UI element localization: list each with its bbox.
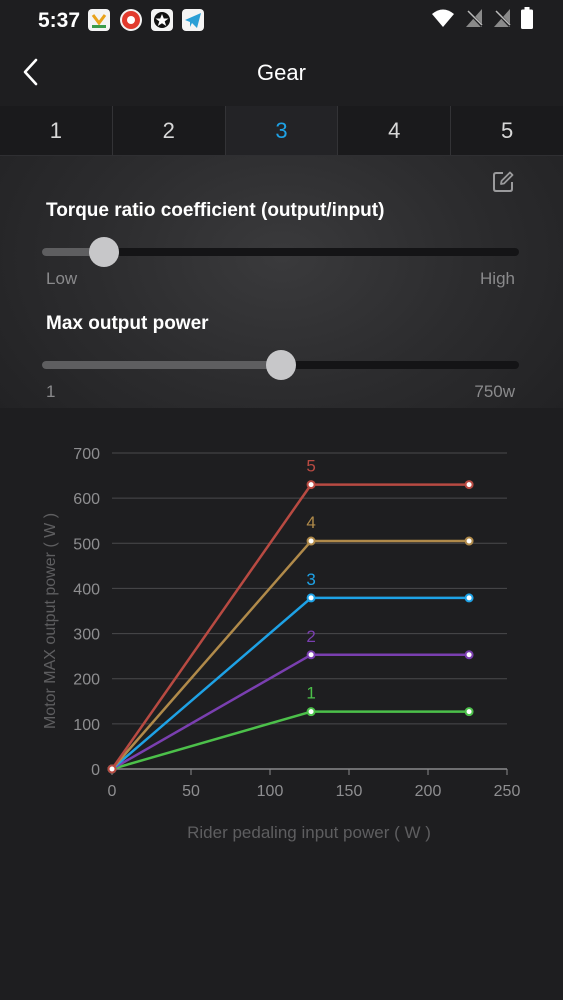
- data-point: [306, 650, 316, 660]
- torque-ratio-label: Torque ratio coefficient (output/input): [46, 200, 385, 221]
- y-tick-label: 600: [73, 491, 100, 508]
- no-signal-icon: [493, 8, 512, 33]
- series-line-gear-1: [111, 710, 470, 771]
- torque-ratio-slider[interactable]: [42, 237, 519, 267]
- tab-gear-1[interactable]: 1: [0, 106, 113, 155]
- power-chart: 0 100 200 300 400 500 600 700 0 50 100 150 200 250 Rid…: [42, 446, 521, 842]
- y-tick-label: 300: [73, 627, 100, 644]
- slider-thumb[interactable]: [89, 237, 119, 267]
- y-tick-label: 100: [73, 717, 100, 734]
- status-bar: 5:37: [0, 0, 563, 40]
- y-tick-label: 500: [73, 536, 100, 553]
- telegram-notification-icon: [182, 9, 204, 31]
- x-tick-label: 200: [415, 783, 442, 800]
- y-axis-label: Motor MAX output power ( W ): [42, 513, 59, 729]
- data-point: [306, 593, 316, 603]
- torque-min-label: Low: [46, 269, 78, 288]
- series-label-gear-2: 2: [306, 627, 315, 646]
- x-tick-label: 100: [257, 783, 284, 800]
- tab-gear-3[interactable]: 3: [225, 106, 339, 155]
- x-tick-label: 150: [336, 783, 363, 800]
- slider-thumb[interactable]: [265, 350, 296, 380]
- power-max-label: 750w: [474, 382, 515, 401]
- y-tick-label: 200: [73, 672, 100, 689]
- slider-fill: [42, 248, 104, 256]
- app-bar: Gear: [0, 40, 563, 104]
- torque-max-label: High: [480, 269, 515, 288]
- data-point: [464, 650, 474, 660]
- data-point: [306, 536, 316, 546]
- power-min-label: 1: [46, 382, 56, 401]
- status-time: 5:37: [38, 9, 81, 32]
- wifi-icon: [431, 8, 455, 33]
- data-point: [107, 764, 117, 774]
- battery-icon: [521, 6, 533, 34]
- data-point: [464, 707, 474, 717]
- tab-gear-4[interactable]: 4: [338, 106, 452, 155]
- x-tick-label: 250: [494, 783, 521, 800]
- data-point: [306, 707, 316, 717]
- no-signal-icon: [465, 8, 484, 33]
- data-point: [464, 593, 474, 603]
- series-label-gear-1: 1: [306, 684, 315, 703]
- series-label-gear-4: 4: [306, 513, 315, 532]
- gear-settings-panel: Torque ratio coefficient (output/input) …: [0, 156, 563, 408]
- y-tick-label: 700: [73, 446, 100, 463]
- slider-fill: [42, 361, 281, 369]
- x-tick-label: 50: [182, 783, 200, 800]
- tab-gear-2[interactable]: 2: [113, 106, 226, 155]
- data-point: [306, 480, 316, 490]
- system-icons: [431, 6, 533, 34]
- series-label-gear-5: 5: [306, 457, 315, 476]
- x-tick-label: 0: [108, 783, 117, 800]
- y-tick-label: 0: [91, 762, 100, 779]
- page-title: Gear: [257, 60, 306, 85]
- data-point: [464, 536, 474, 546]
- edit-button[interactable]: [491, 170, 515, 194]
- max-power-slider[interactable]: [42, 350, 519, 380]
- app-notification-icon: [88, 9, 110, 31]
- max-power-label: Max output power: [46, 313, 209, 334]
- series-label-gear-3: 3: [306, 570, 315, 589]
- app-notification-icon: [120, 9, 142, 31]
- back-button[interactable]: [14, 54, 50, 90]
- edit-icon: [493, 171, 514, 192]
- y-tick-label: 400: [73, 581, 100, 598]
- series-line-gear-3: [111, 596, 470, 770]
- x-axis-label: Rider pedaling input power ( W ): [187, 823, 431, 842]
- series-line-gear-5: [110, 483, 470, 770]
- star-notification-icon: [151, 9, 173, 31]
- chevron-left-icon: [23, 58, 38, 86]
- tab-gear-5[interactable]: 5: [500, 118, 514, 143]
- data-point: [464, 480, 474, 490]
